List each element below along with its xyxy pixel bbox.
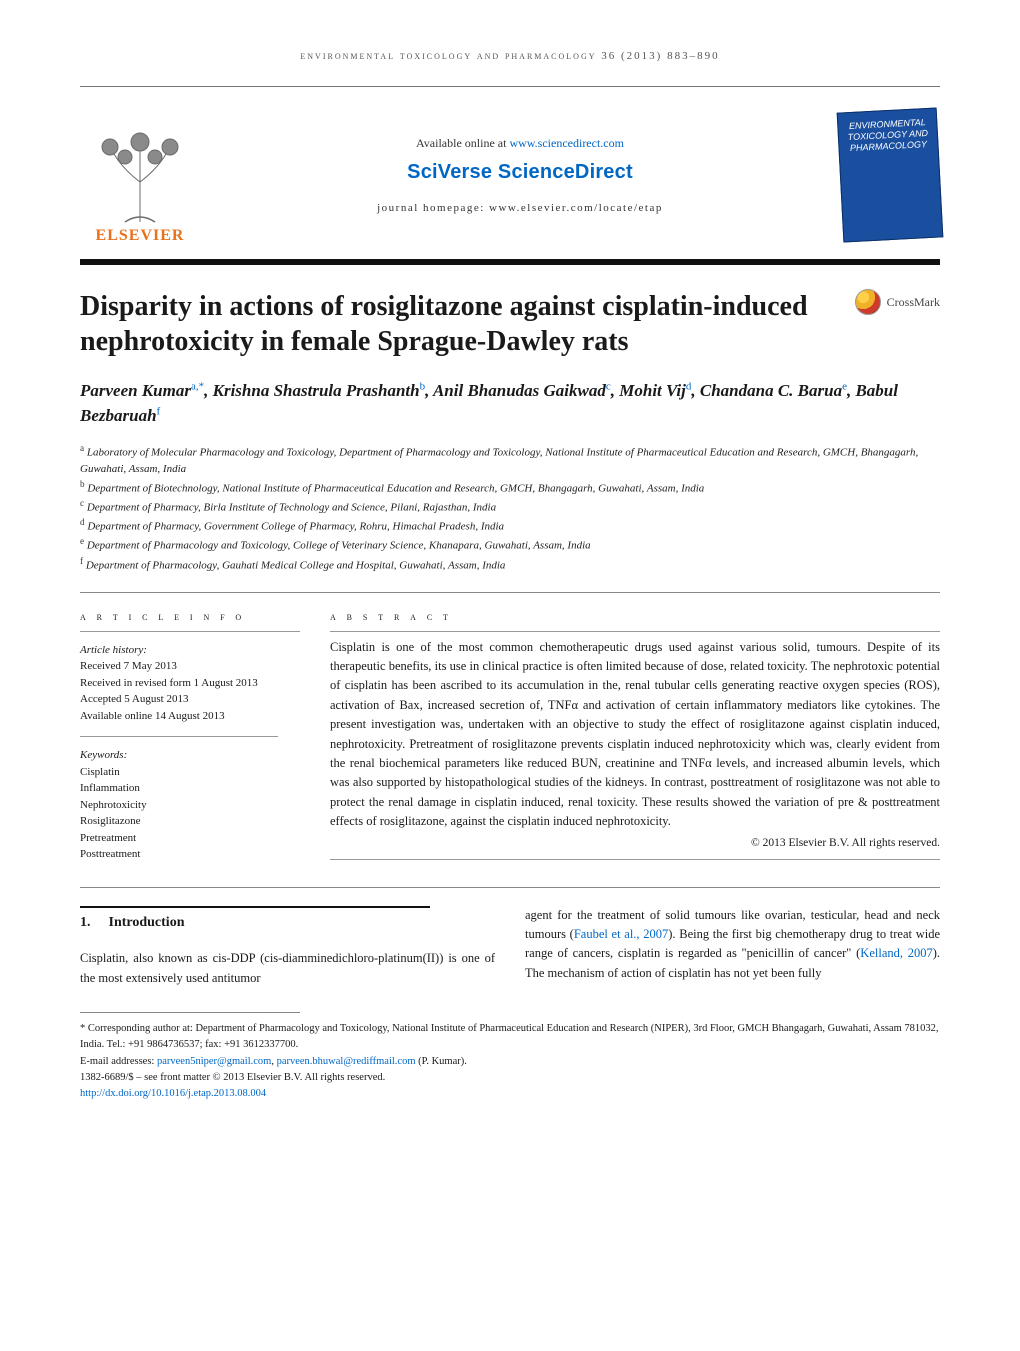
journal-cover: ENVIRONMENTAL TOXICOLOGY AND PHARMACOLOG…: [837, 107, 944, 242]
right-column: agent for the treatment of solid tumours…: [525, 906, 940, 988]
authors-block: Parveen Kumara,*, Krishna Shastrula Pras…: [80, 379, 940, 428]
author-mark: d: [686, 380, 692, 392]
affiliations-block: a Laboratory of Molecular Pharmacology a…: [80, 442, 940, 573]
author-mark: c: [606, 380, 611, 392]
affiliation: c Department of Pharmacy, Birla Institut…: [80, 497, 940, 516]
footnote-rule: [80, 1012, 300, 1013]
keywords-label: Keywords:: [80, 747, 300, 764]
running-header: environmental toxicology and pharmacolog…: [80, 50, 940, 74]
available-online: Available online at www.sciencedirect.co…: [224, 136, 816, 151]
masthead-center: Available online at www.sciencedirect.co…: [224, 136, 816, 214]
journal-homepage: journal homepage: www.elsevier.com/locat…: [224, 202, 816, 214]
sciencedirect-logo: SciVerse ScienceDirect: [224, 161, 816, 184]
email-link[interactable]: parveen.bhuwal@rediffmail.com: [277, 1056, 416, 1067]
elsevier-logo: ELSEVIER: [80, 105, 200, 245]
intro-paragraph-left: Cisplatin, also known as cis-DDP (cis-di…: [80, 949, 495, 988]
keyword: Inflammation: [80, 780, 300, 797]
rule-under-info-heading: [80, 631, 300, 632]
history-received: Received 7 May 2013: [80, 658, 300, 675]
history-accepted: Accepted 5 August 2013: [80, 691, 300, 708]
keywords-block: Keywords: Cisplatin Inflammation Nephrot…: [80, 747, 300, 863]
rule-thick: [80, 259, 940, 265]
available-text: Available online at: [416, 136, 509, 150]
affiliation: f Department of Pharmacology, Gauhati Me…: [80, 555, 940, 574]
rule-under-abstract-heading: [330, 631, 940, 632]
history-online: Available online 14 August 2013: [80, 708, 300, 725]
affiliation: e Department of Pharmacology and Toxicol…: [80, 535, 940, 554]
keyword: Nephrotoxicity: [80, 797, 300, 814]
article-title: Disparity in actions of rosiglitazone ag…: [80, 289, 835, 359]
section-number: 1.: [80, 912, 91, 934]
crossmark-badge-group[interactable]: CrossMark: [855, 289, 940, 315]
author-mark: a,*: [191, 380, 204, 392]
citation-link[interactable]: Faubel et al., 2007: [574, 927, 668, 941]
issn-note: 1382-6689/$ – see front matter © 2013 El…: [80, 1070, 940, 1086]
affiliation: a Laboratory of Molecular Pharmacology a…: [80, 442, 940, 478]
corresponding-note: * Corresponding author at: Department of…: [80, 1021, 940, 1054]
rule-thin-1: [80, 592, 940, 593]
journal-cover-text: ENVIRONMENTAL TOXICOLOGY AND PHARMACOLOG…: [846, 117, 930, 154]
available-url-link[interactable]: www.sciencedirect.com: [509, 136, 624, 150]
crossmark-label: CrossMark: [887, 295, 940, 310]
author-name: Anil Bhanudas Gaikwad: [433, 381, 606, 400]
doi-link[interactable]: http://dx.doi.org/10.1016/j.etap.2013.08…: [80, 1088, 266, 1099]
section-rule: [80, 906, 430, 908]
rule-thin-2: [80, 887, 940, 888]
author-name: Mohit Vij: [619, 381, 686, 400]
intro-paragraph-right: agent for the treatment of solid tumours…: [525, 906, 940, 984]
rule-under-abstract: [330, 859, 940, 860]
rule-top: [80, 86, 940, 87]
author-mark: b: [420, 380, 426, 392]
keyword: Pretreatment: [80, 830, 300, 847]
email-note: E-mail addresses: parveen5niper@gmail.co…: [80, 1054, 940, 1070]
keyword: Cisplatin: [80, 764, 300, 781]
author-name: Chandana C. Barua: [700, 381, 842, 400]
history-revised: Received in revised form 1 August 2013: [80, 675, 300, 692]
abstract-heading: a b s t r a c t: [330, 611, 940, 623]
article-info-column: a r t i c l e i n f o Article history: R…: [80, 611, 300, 863]
affiliation: b Department of Biotechnology, National …: [80, 478, 940, 497]
article-info-heading: a r t i c l e i n f o: [80, 611, 300, 623]
elsevier-tree-icon: [90, 127, 190, 227]
affiliation: d Department of Pharmacy, Government Col…: [80, 516, 940, 535]
keyword: Posttreatment: [80, 846, 300, 863]
author-name: Krishna Shastrula Prashanth: [213, 381, 420, 400]
keyword: Rosiglitazone: [80, 813, 300, 830]
crossmark-icon: [855, 289, 881, 315]
copyright-line: © 2013 Elsevier B.V. All rights reserved…: [330, 837, 940, 849]
section-title: Introduction: [109, 912, 185, 934]
left-column: 1. Introduction Cisplatin, also known as…: [80, 906, 495, 988]
email-link[interactable]: parveen5niper@gmail.com: [157, 1056, 271, 1067]
history-label: Article history:: [80, 642, 300, 659]
abstract-text: Cisplatin is one of the most common chem…: [330, 638, 940, 832]
article-history: Article history: Received 7 May 2013 Rec…: [80, 642, 300, 725]
elsevier-label: ELSEVIER: [96, 227, 185, 245]
citation-link[interactable]: Kelland, 2007: [860, 946, 932, 960]
author-name: Parveen Kumar: [80, 381, 191, 400]
footnotes-block: * Corresponding author at: Department of…: [80, 1021, 940, 1102]
author-mark: e: [842, 380, 847, 392]
masthead: ELSEVIER Available online at www.science…: [80, 105, 940, 245]
author-mark: f: [157, 405, 161, 417]
rule-keywords: [80, 736, 278, 737]
abstract-column: a b s t r a c t Cisplatin is one of the …: [330, 611, 940, 863]
